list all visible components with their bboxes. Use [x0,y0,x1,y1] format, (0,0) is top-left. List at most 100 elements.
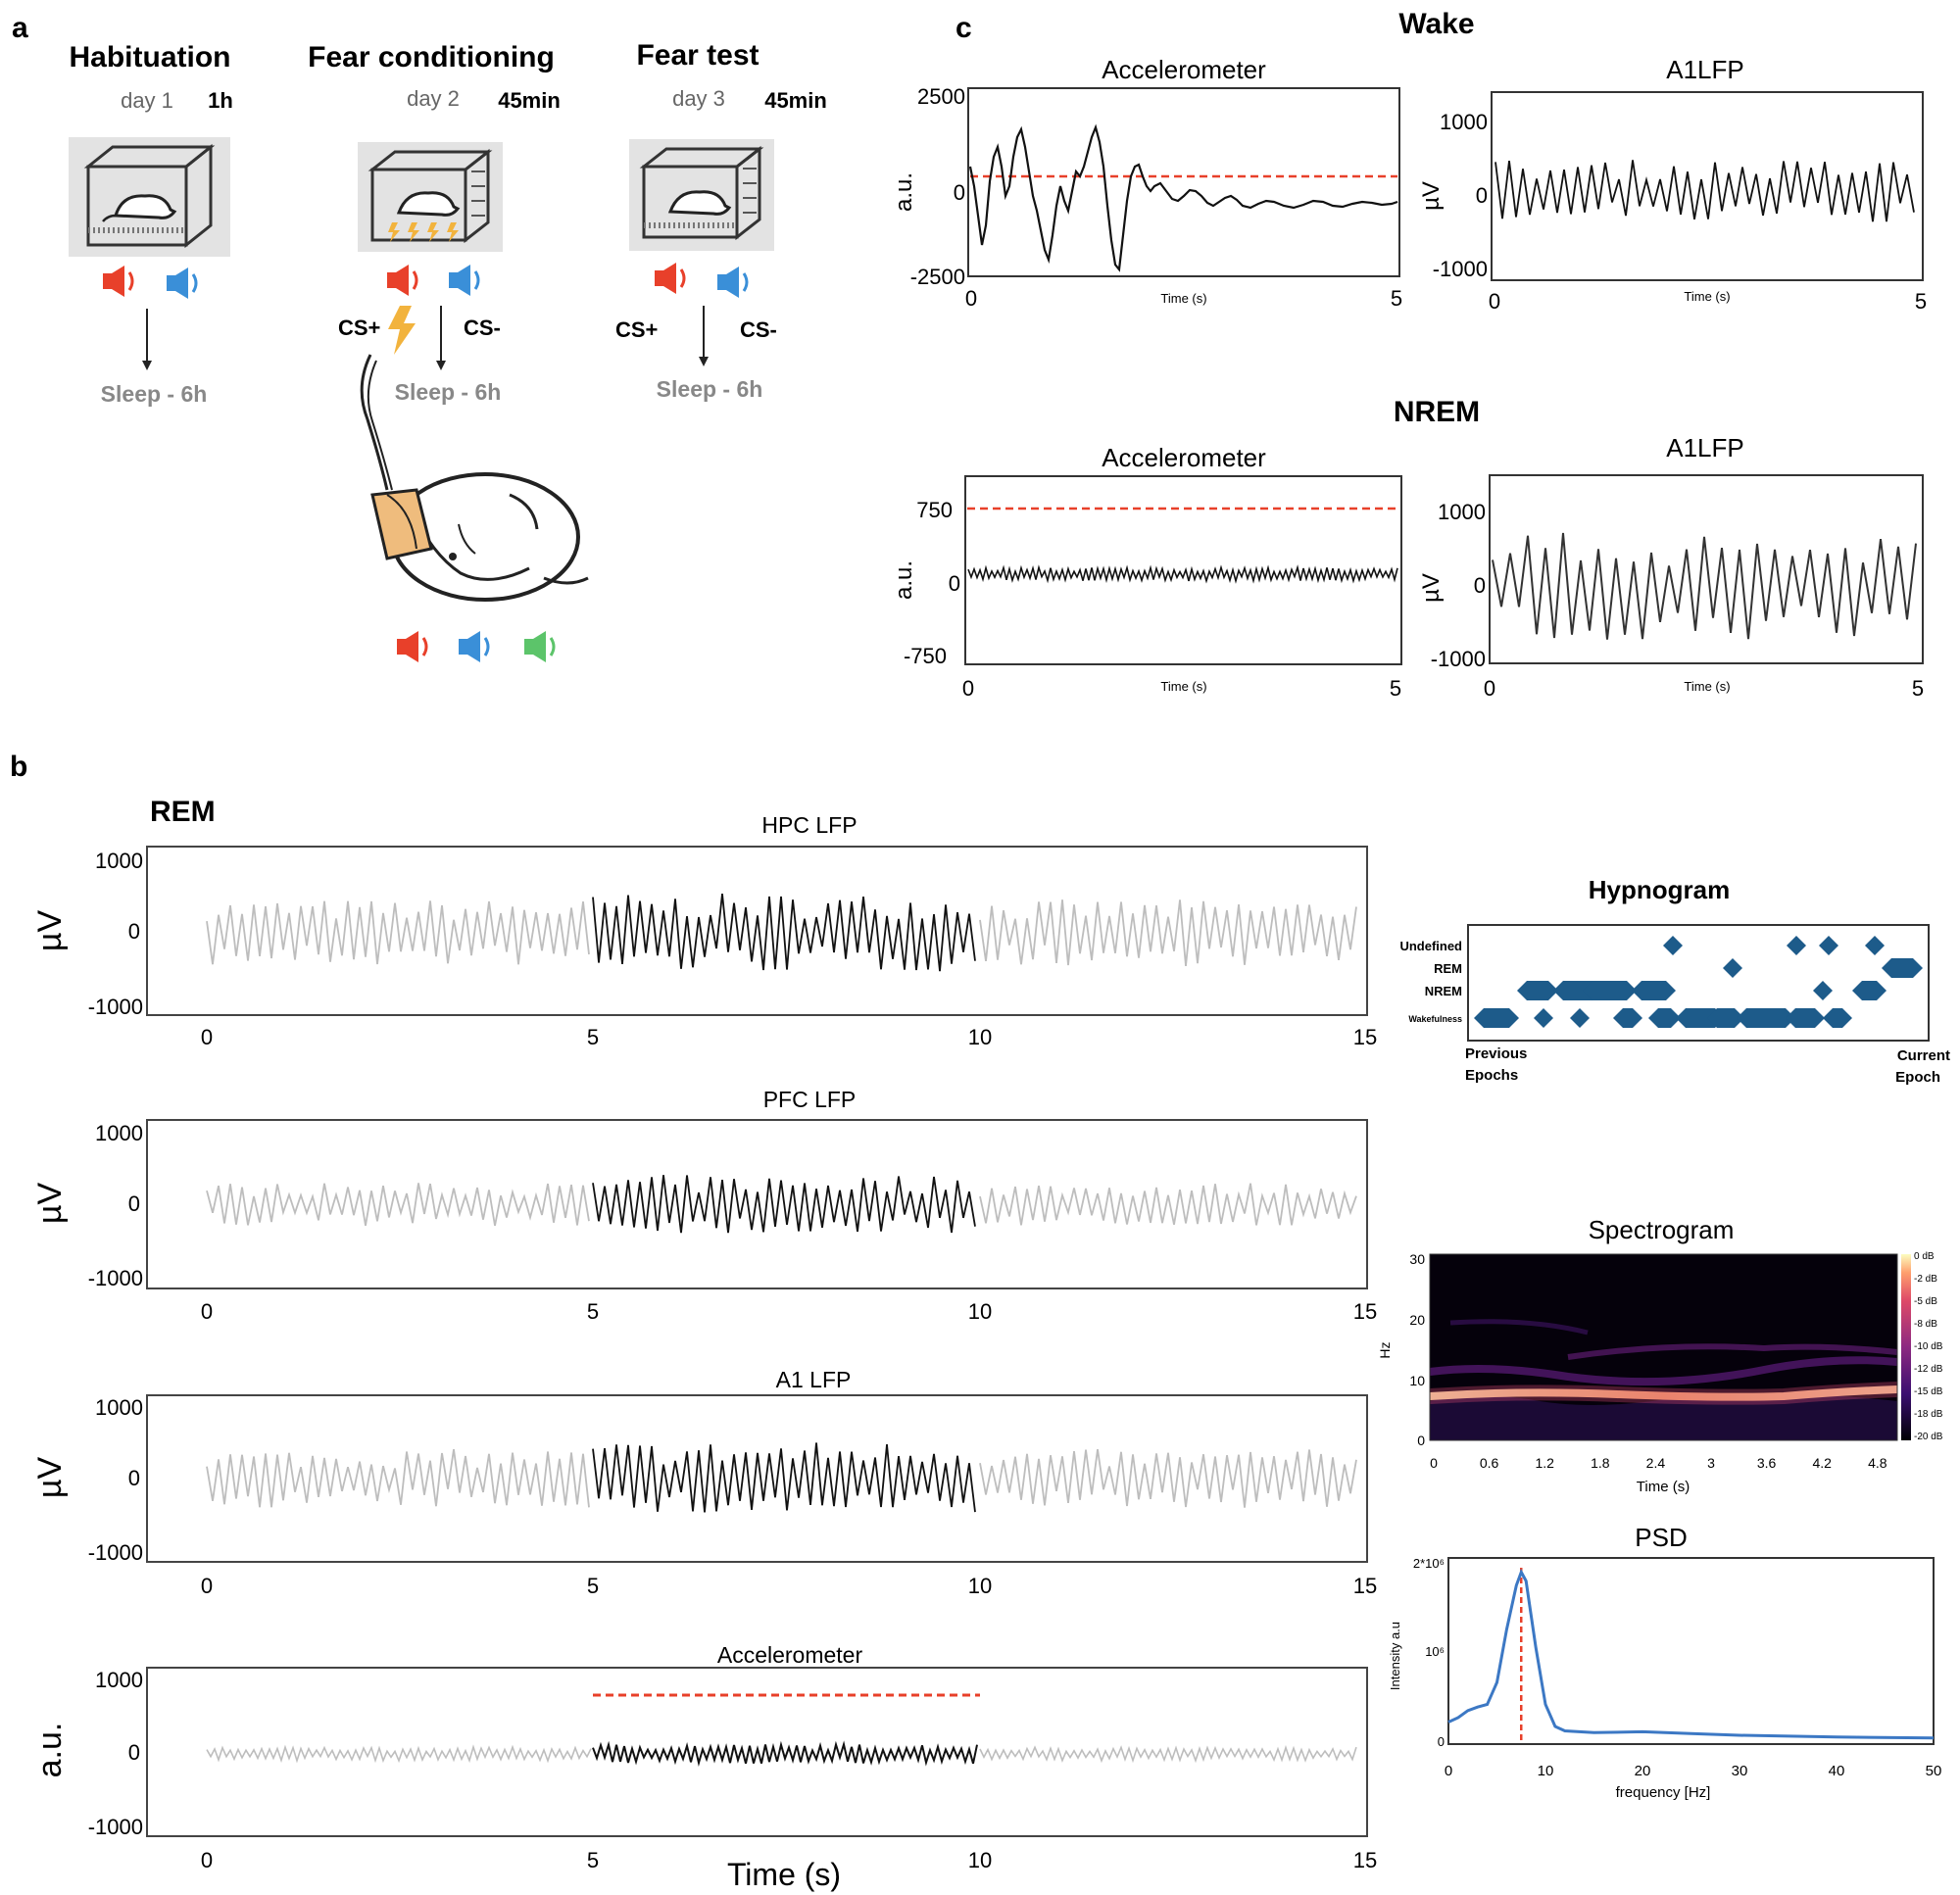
colorbar [1901,1254,1911,1440]
hypnogram-marker [1613,1008,1642,1028]
speaker-red-icon [387,265,418,296]
cage-icon [358,142,503,252]
y-tick: 750 [916,498,953,522]
y-axis-label: µV [1418,573,1445,603]
x-tick: 50 [1926,1763,1942,1779]
trace-context-after [979,899,1357,966]
x-tick: 10 [968,1299,992,1324]
x-tick: 0 [201,1574,213,1598]
arrow-icon [142,361,152,370]
panel-letter-a: a [12,12,28,44]
y-tick: 0 [1474,573,1486,598]
x-tick: 5 [1915,289,1927,314]
x-axis-label: frequency [Hz] [1616,1784,1711,1801]
colorbar-tick: -10 dB [1914,1341,1943,1352]
panel-c: c Wake Accelerometer 2500 0 -2500 a.u. 0… [891,8,1927,701]
nrem-a1lfp-plot: A1LFP 1000 0 -1000 µV 0 5 Time (s) [1418,433,1924,701]
plot-title: A1 LFP [776,1367,852,1392]
y-tick: 0 [128,1191,140,1216]
rem-accelerometer-plot: Accelerometer 1000 0 -1000 a.u. 0 5 10 1… [31,1642,1377,1892]
y-axis-label: µV [31,1183,69,1225]
trace-context-after [979,1745,1357,1764]
current-epoch-label: Epoch [1895,1069,1940,1086]
x-tick: 0 [965,286,977,311]
arrow-icon [436,361,446,370]
trace-context-before [206,1183,590,1227]
speaker-blue-icon [717,267,749,298]
x-tick: 15 [1353,1025,1377,1049]
x-axis-label: Time (s) [1684,679,1730,694]
speaker-red-icon [103,266,134,297]
pfc-lfp-plot: PFC LFP 1000 0 -1000 µV 0 5 10 15 [31,1087,1377,1324]
y-axis-label: Hz [1377,1341,1393,1358]
cage-icon [69,137,230,257]
y-tick: 1000 [95,1121,143,1145]
x-tick: 5 [587,1848,599,1872]
plot-frame [1447,1557,1935,1745]
hypnogram-marker [1823,1008,1852,1028]
hpc-lfp-plot: HPC LFP 1000 0 -1000 µV 0 5 10 15 [31,812,1377,1049]
psd-plot: PSD 2*10⁶ 10⁶ 0 Intensity a.u 0 10 20 30 40 5… [1388,1523,1941,1801]
y-axis-label: a.u. [31,1723,69,1778]
plot-frame [967,87,1400,277]
state-label-undefined: Undefined [1399,939,1462,953]
x-tick: 10 [968,1025,992,1049]
colorbar-tick: -15 dB [1914,1386,1943,1397]
plot-title: Accelerometer [1102,55,1266,84]
x-tick: 15 [1353,1299,1377,1324]
stage-title: Habituation [70,41,231,73]
y-axis-label: Intensity a.u [1388,1622,1402,1690]
x-axis-label: Time (s) [1637,1479,1690,1495]
plot-frame [964,475,1402,665]
colorbar-tick: -8 dB [1914,1319,1937,1330]
x-tick: 10 [968,1848,992,1872]
y-tick: 30 [1409,1251,1425,1267]
y-tick: -2500 [910,265,965,289]
a1-lfp-plot: A1 LFP 1000 0 -1000 µV 0 5 10 15 [31,1367,1377,1598]
plot-frame [146,1119,1368,1289]
lfp-trace [1492,532,1917,640]
plot-title: A1LFP [1666,433,1744,462]
y-tick: 1000 [95,1395,143,1420]
speaker-blue-icon [167,267,198,299]
y-tick: 0 [949,571,960,596]
stage-day: day 2 [407,86,460,111]
accelerometer-trace [968,123,1398,272]
plot-title: PSD [1635,1523,1687,1552]
shock-icon [388,306,416,355]
colorbar-tick: -2 dB [1914,1274,1937,1285]
x-tick: 5 [587,1025,599,1049]
x-tick: 5 [587,1574,599,1598]
y-axis-label: µV [31,910,69,952]
y-tick: 0 [128,1740,140,1765]
wake-a1lfp-plot: A1LFP 1000 0 -1000 µV 0 5 Time (s) [1418,55,1927,314]
y-tick: -1000 [88,1266,143,1290]
nrem-accelerometer-plot: Accelerometer 750 0 -750 a.u. 0 5 Time (… [891,443,1402,701]
hypnogram-marker [1632,981,1676,1000]
stage-duration: 45min [764,88,827,113]
state-label-nrem: NREM [1425,984,1462,998]
x-axis-label: Time (s) [1160,291,1206,306]
hypnogram-marker [1648,1008,1681,1028]
state-title-rem: REM [150,796,216,828]
state-label-wakefulness: Wakefulness [1408,1014,1462,1024]
cs-minus-label: CS- [740,317,777,342]
y-tick: 1000 [95,1668,143,1692]
x-tick: 10 [968,1574,992,1598]
x-axis-label: Time (s) [727,1857,841,1892]
y-tick: -1000 [1431,647,1486,671]
x-tick: 4.2 [1812,1455,1832,1471]
stage-habituation: Habituation day 1 1h Sleep - 6h [69,41,233,407]
trace-context-before [206,1448,590,1508]
y-tick: -750 [904,644,947,668]
y-tick: 1000 [1438,500,1486,524]
hypnogram-marker [1852,981,1886,1000]
hypnogram-marker [1583,981,1637,1000]
hypnogram-marker [1787,936,1806,955]
y-tick: 0 [954,180,965,205]
x-axis-label: Time (s) [1684,289,1730,304]
trace-current-epoch [592,894,976,972]
x-tick: 15 [1353,1574,1377,1598]
psd-curve [1447,1568,1935,1740]
